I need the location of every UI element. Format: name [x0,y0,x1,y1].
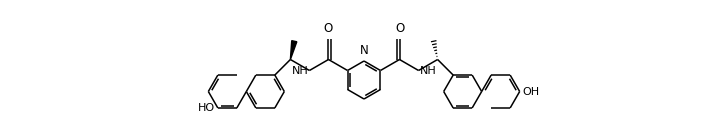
Polygon shape [290,41,297,59]
Text: O: O [395,22,404,35]
Text: OH: OH [523,87,539,96]
Text: HO: HO [198,103,215,113]
Text: O: O [324,22,333,35]
Text: N: N [360,44,368,58]
Text: NH: NH [292,66,309,75]
Text: NH: NH [419,66,436,75]
